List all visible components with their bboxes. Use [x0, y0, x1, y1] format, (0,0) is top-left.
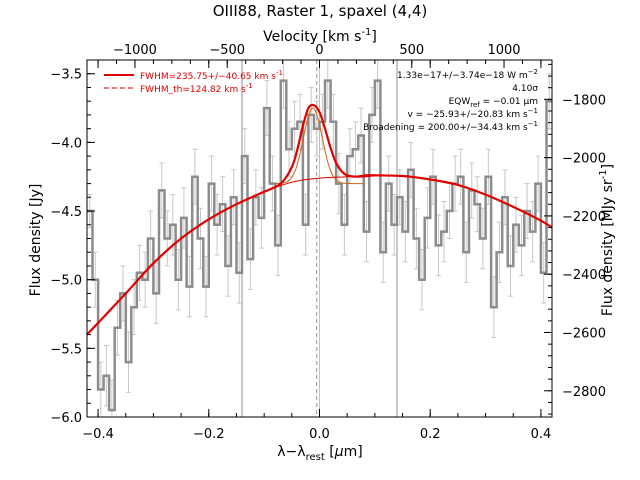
top-tick-label: 500 — [399, 43, 424, 58]
axis-ticks: −0.4 −0.2 0.0 0.2 0.4 −1000 −500 0 500 1000 −6.0 −5… — [50, 43, 606, 442]
top-tick-label: 0 — [315, 43, 323, 58]
right-tick-label: −1800 — [562, 93, 606, 108]
y-tick-label: −6.0 — [50, 411, 82, 426]
y-tick-label: −4.5 — [50, 205, 82, 220]
fit-curves — [86, 103, 553, 336]
right-tick-label: −2200 — [562, 210, 606, 225]
right-tick-label: −2800 — [562, 385, 606, 400]
continuum-fit-left — [86, 190, 265, 336]
legend-label-fwhm: FWHM=235.75+/−40.65 km s-1 — [140, 69, 283, 82]
legend-label-fwhm-th: FWHM_th=124.82 km s-1 — [140, 82, 253, 95]
y-tick-label: −5.5 — [50, 342, 82, 357]
top-tick-label: −1000 — [113, 43, 157, 58]
annotation-velocity: v = −25.93+/−20.83 km s−1 — [408, 107, 539, 120]
line-component — [275, 107, 364, 185]
y-tick-label: −3.5 — [50, 68, 82, 83]
line-fit — [263, 103, 376, 193]
right-axis-label: Flux density [MJy sr-1] — [598, 164, 616, 316]
chart-title: OIII88, Raster 1, spaxel (4,4) — [213, 2, 428, 20]
annotation-sigma: 4.10σ — [512, 84, 538, 94]
annotation-broadening: Broadening = 200.00+/−34.43 km s−1 — [363, 120, 538, 133]
right-tick-label: −2000 — [562, 152, 606, 167]
x-tick-label: 0.2 — [420, 427, 441, 442]
y-tick-label: −4.0 — [50, 136, 82, 151]
y-axis-label: Flux density [Jy] — [28, 184, 44, 297]
top-tick-label: 1000 — [487, 43, 520, 58]
fit-annotations: 1.33e−17+/−3.74e−18 W m−2 4.10σ EQWref =… — [363, 68, 538, 133]
top-axis-label: Velocity [km s-1] — [263, 27, 377, 45]
x-tick-label: 0.4 — [531, 427, 552, 442]
right-tick-label: −2400 — [562, 268, 606, 283]
right-tick-label: −2600 — [562, 326, 606, 341]
y-tick-label: −5.0 — [50, 274, 82, 289]
top-tick-label: −500 — [209, 43, 245, 58]
annotation-eqw: EQWref = −0.01 μm — [449, 97, 538, 109]
legend: FWHM=235.75+/−40.65 km s-1 FWHM_th=124.8… — [104, 69, 283, 95]
continuum-fit-right — [363, 174, 553, 229]
x-tick-label: −0.4 — [82, 427, 114, 442]
annotation-flux: 1.33e−17+/−3.74e−18 W m−2 — [397, 68, 538, 81]
x-tick-label: 0.0 — [309, 427, 330, 442]
x-axis-label: λ−λrest [μm] — [277, 444, 362, 463]
x-tick-label: −0.2 — [193, 427, 225, 442]
